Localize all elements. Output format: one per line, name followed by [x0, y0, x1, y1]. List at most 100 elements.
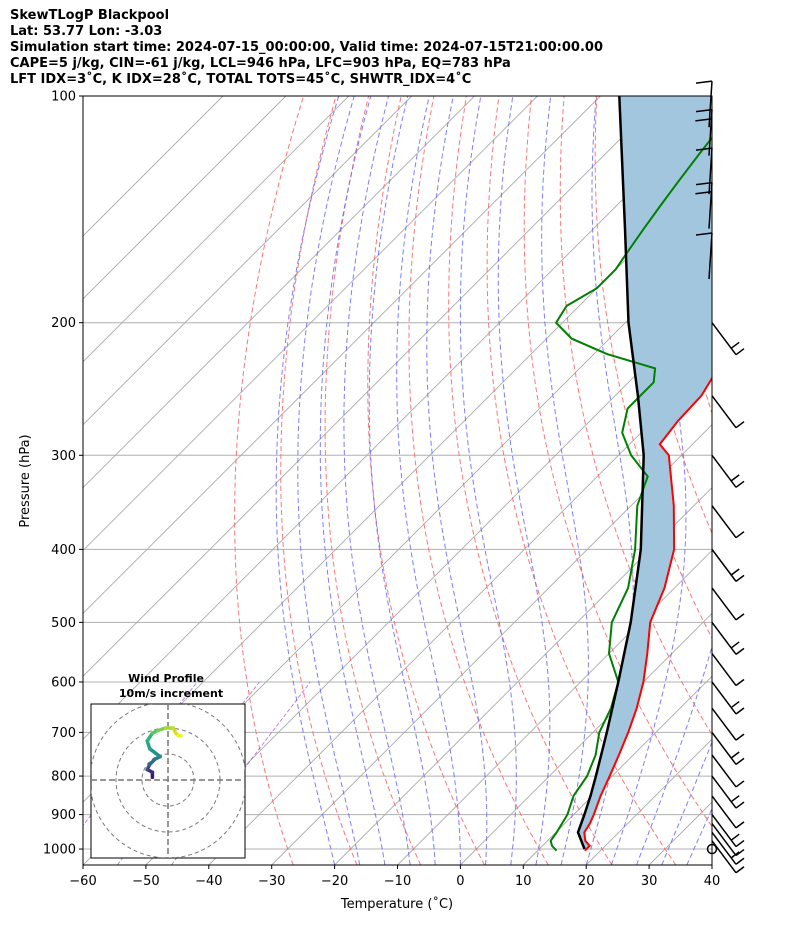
barb-staff — [708, 182, 713, 229]
barb-flag — [695, 108, 713, 113]
hodograph-title: Wind Profile — [128, 672, 204, 685]
barb-staff — [711, 681, 737, 715]
barb-staff — [711, 653, 737, 686]
barb-flag — [735, 421, 745, 429]
cape-cin-fill — [578, 96, 712, 851]
x-tick-label: −10 — [384, 874, 411, 889]
barb-flag — [735, 348, 745, 356]
x-tick-label: −20 — [321, 874, 348, 889]
barb-staff — [711, 322, 737, 356]
moist-adiabat — [636, 644, 712, 865]
moist-adiabat — [297, 96, 361, 865]
barb-flag — [735, 866, 745, 874]
isotherm — [83, 96, 224, 237]
isotherm — [397, 549, 712, 865]
isotherm — [522, 675, 712, 865]
isotherm — [271, 424, 712, 865]
moist-adiabat — [275, 96, 340, 865]
barb-staff — [711, 395, 737, 429]
dry-adiabat — [234, 96, 304, 865]
barb-flag — [730, 795, 740, 803]
wind-barb — [711, 587, 745, 621]
time-line: Simulation start time: 2024-07-15_00:00:… — [10, 40, 603, 55]
hodograph-inset: Wind Profile 10m/s increment — [90, 672, 246, 859]
barb-staff — [711, 823, 737, 856]
wind-barb — [711, 653, 745, 687]
y-axis-label: Pressure (hPa) — [18, 434, 33, 527]
barb-staff — [711, 840, 737, 874]
wind-barb — [711, 681, 745, 715]
dewpoint-line — [549, 136, 712, 852]
barb-flag — [735, 707, 745, 715]
moist-adiabat — [737, 96, 794, 865]
wind-barb — [695, 108, 713, 156]
y-tick-label: 500 — [51, 616, 76, 631]
barb-staff — [711, 795, 737, 829]
barb-staff — [711, 814, 737, 848]
wind-barb — [711, 795, 745, 829]
y-tick-label: 300 — [51, 449, 76, 464]
moist-adiabat — [319, 96, 386, 865]
barb-flag — [730, 568, 740, 576]
barb-staff — [711, 621, 737, 655]
barb-flag — [735, 613, 745, 621]
cape-line: CAPE=5 j/kg, CIN=-61 j/kg, LCL=946 hPa, … — [10, 56, 511, 71]
dry-adiabat — [280, 96, 358, 865]
barb-staff — [711, 505, 737, 539]
isotherm — [83, 96, 664, 677]
dry-adiabat — [727, 96, 794, 865]
x-tick-label: 10 — [515, 874, 532, 889]
wind-barb — [711, 322, 745, 356]
chart-header: SkewTLogP Blackpool Lat: 53.77 Lon: -3.0… — [10, 8, 603, 88]
barb-flag — [695, 80, 713, 84]
wind-barb — [711, 395, 745, 429]
parcel-line — [576, 96, 645, 850]
dry-adiabat — [594, 96, 712, 640]
barb-flag — [695, 232, 713, 236]
y-tick-label: 800 — [51, 770, 76, 785]
isotherm — [83, 96, 413, 426]
x-tick-label: −40 — [195, 874, 222, 889]
dry-adiabat — [760, 96, 794, 865]
title-line: SkewTLogP Blackpool — [10, 8, 170, 23]
x-tick-label: 40 — [704, 874, 721, 889]
wind-barb — [711, 731, 745, 765]
wind-barb — [711, 814, 745, 848]
hodograph-trace — [91, 704, 245, 858]
barb-staff — [711, 775, 737, 809]
barb-staff — [711, 731, 737, 765]
wind-barb — [711, 754, 745, 788]
barb-flag — [735, 733, 745, 741]
wind-barb — [711, 823, 745, 857]
barb-flag — [730, 341, 740, 349]
x-tick-label: −30 — [258, 874, 285, 889]
hodograph-segment — [148, 747, 162, 759]
y-tick-label: 900 — [51, 808, 76, 823]
wind-barb-calm — [706, 843, 718, 855]
barb-flag — [735, 848, 745, 857]
moist-adiabat — [343, 96, 411, 865]
barb-flag — [735, 678, 745, 687]
barb-flag — [730, 641, 740, 649]
dry-adiabat — [559, 96, 712, 736]
dry-adiabat — [486, 96, 677, 865]
barb-flag — [730, 751, 740, 759]
barb-flag — [735, 780, 745, 788]
moist-adiabat — [661, 740, 712, 865]
dry-adiabat — [448, 96, 613, 865]
wind-barb — [695, 80, 713, 128]
y-tick-label: 200 — [51, 316, 76, 331]
x-tick-label: 0 — [456, 874, 464, 889]
dry-adiabat — [408, 96, 549, 865]
isotherm — [83, 96, 287, 300]
isotherm — [83, 96, 350, 363]
dry-adiabat — [523, 96, 712, 828]
wind-barb — [711, 621, 745, 655]
barb-flag — [735, 801, 745, 809]
barb-staff — [711, 707, 737, 741]
dry-adiabat — [324, 96, 422, 865]
barb-flag — [735, 531, 745, 539]
y-tick-label: 700 — [51, 726, 76, 741]
y-tick-label: 100 — [51, 90, 76, 105]
